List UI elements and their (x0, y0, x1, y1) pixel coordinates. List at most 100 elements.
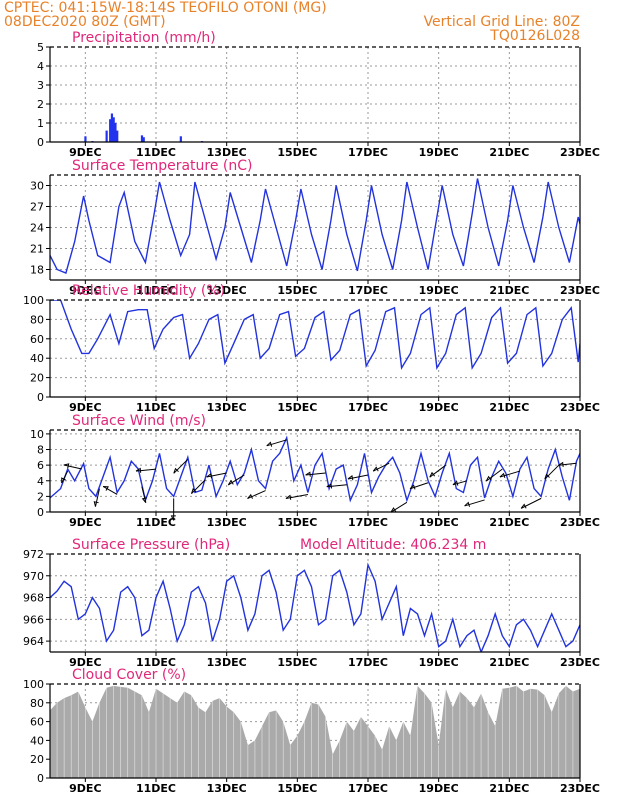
rh-title: Relative Humidity (%) (72, 283, 225, 299)
cloud-xtick-label: 23DEC (560, 782, 600, 795)
wind-arrowhead (141, 497, 148, 503)
header-location: CPTEC: 041:15W-18:14S TEOFILO OTONI (MG) (4, 0, 327, 16)
wind-arrow (94, 488, 100, 507)
precip-xtick-label: 11DEC (136, 146, 176, 159)
wind-arrow (173, 458, 189, 474)
wind-arrow (305, 472, 326, 476)
panels: Precipitation (mm/h) 0 1 2 3 4 5 9DEC 11DEC 13DEC… (23, 30, 600, 795)
pres-subtitle: Model Altitude: 406.234 m (300, 537, 486, 553)
temp-xtick-label: 11DEC (136, 284, 176, 297)
header-model: TQ0126L028 (489, 28, 580, 44)
cloud-ytick-label: 60 (30, 716, 44, 729)
temp-xtick-label: 19DEC (419, 284, 459, 297)
temp-xtick-label: 21DEC (489, 284, 529, 297)
wind-arrowhead (63, 463, 70, 469)
precip-xtick-label: 13DEC (207, 146, 247, 159)
rh-xtick-label: 15DEC (277, 401, 317, 414)
wind-arrowhead (247, 493, 253, 499)
wind-xtick-label: 19DEC (419, 516, 459, 529)
rh-ytick-label: 100 (23, 294, 44, 307)
wind-xtick-label: 23DEC (560, 516, 600, 529)
temp-panel: Surface Temperature (nC) 18 21 24 27 30 9DEC 11… (30, 158, 600, 297)
precip-bar (105, 130, 108, 142)
wind-arrow (485, 468, 503, 482)
wind-arrowhead (409, 484, 416, 490)
wind-arrow (372, 462, 390, 472)
rh-ytick-label: 60 (30, 333, 44, 346)
wind-arrowhead (206, 473, 212, 479)
cloud-xtick-label: 15DEC (277, 782, 317, 795)
rh-xtick-label: 17DEC (348, 401, 388, 414)
pres-xtick-label: 11DEC (136, 656, 176, 669)
wind-arrowhead (485, 475, 492, 482)
wind-ytick-label: 8 (37, 444, 44, 457)
temp-ytick-label: 18 (30, 264, 44, 277)
wind-xtick-label: 9DEC (69, 516, 101, 529)
precip-xtick-label: 15DEC (277, 146, 317, 159)
wind-ytick-label: 4 (37, 475, 44, 488)
temp-ytick-label: 30 (30, 180, 44, 193)
pres-xtick-label: 21DEC (489, 656, 529, 669)
wind-arrow (61, 470, 69, 484)
rh-ytick-label: 80 (30, 313, 44, 326)
wind-arrowhead (61, 477, 66, 484)
precip-bar (140, 135, 144, 142)
cloud-panel: Cloud Cover (%) 0 20 40 60 80 100 9DEC 11DEC 13DE… (23, 667, 600, 795)
wind-arrow (409, 482, 429, 490)
wind-arrowhead (93, 501, 99, 507)
wind-arrowhead (285, 494, 292, 500)
wind-arrowhead (558, 461, 564, 467)
wind-arrowhead (452, 480, 459, 486)
wind-arrow (141, 486, 147, 503)
wind-arrow (558, 462, 577, 466)
cloud-xtick-label: 9DEC (69, 782, 101, 795)
cloud-xtick-label: 17DEC (348, 782, 388, 795)
pres-ytick-label: 966 (23, 613, 44, 626)
precip-ytick-label: 5 (37, 41, 44, 54)
cloud-xtick-label: 21DEC (489, 782, 529, 795)
rh-xtick-label: 9DEC (69, 401, 101, 414)
rh-xtick-label: 19DEC (419, 401, 459, 414)
wind-xtick-label: 13DEC (207, 516, 247, 529)
wind-panel: Surface Wind (m/s) 0 2 4 6 8 10 9DEC 11DEC 13DEC 1… (30, 413, 600, 529)
rh-ytick-label: 20 (30, 372, 44, 385)
wind-title: Surface Wind (m/s) (72, 413, 206, 429)
wind-arrow (266, 439, 287, 447)
wind-arrowhead (190, 487, 197, 494)
wind-xtick-label: 11DEC (136, 516, 176, 529)
pres-xtick-label: 17DEC (348, 656, 388, 669)
temp-title: Surface Temperature (nC) (72, 158, 253, 174)
temp-xtick-label: 9DEC (69, 284, 101, 297)
wind-arrowhead (266, 441, 273, 447)
precip-xtick-label: 19DEC (419, 146, 459, 159)
temp-series-line (50, 178, 580, 274)
precip-bar (179, 136, 182, 142)
wind-arrow (285, 493, 309, 499)
wind-arrow (452, 480, 468, 486)
rh-xtick-label: 13DEC (207, 401, 247, 414)
pres-xtick-label: 23DEC (560, 656, 600, 669)
pres-ytick-label: 972 (23, 548, 44, 561)
wind-arrow (544, 464, 560, 480)
pres-ytick-label: 968 (23, 592, 44, 605)
precip-ytick-label: 4 (37, 60, 44, 73)
wind-arrow (228, 474, 245, 486)
wind-arrowhead (544, 473, 550, 480)
wind-arrow (247, 490, 266, 500)
precip-panel: Precipitation (mm/h) 0 1 2 3 4 5 9DEC 11DEC 13DEC… (37, 30, 600, 159)
precip-bar (142, 137, 145, 142)
pres-ytick-label: 970 (23, 570, 44, 583)
temp-xtick-label: 23DEC (560, 284, 600, 297)
wind-ytick-label: 2 (37, 490, 44, 503)
cloud-ytick-label: 80 (30, 697, 44, 710)
precip-ytick-label: 1 (37, 117, 44, 130)
wind-arrowhead (499, 472, 506, 478)
pres-title: Surface Pressure (hPa) (72, 537, 230, 553)
pres-panel: Surface Pressure (hPa) Model Altitude: 40… (23, 537, 600, 669)
pres-xtick-label: 15DEC (277, 656, 317, 669)
cloud-ytick-label: 0 (37, 772, 44, 785)
precip-bar (112, 117, 115, 142)
wind-xtick-label: 15DEC (277, 516, 317, 529)
wind-arrow (191, 479, 206, 494)
